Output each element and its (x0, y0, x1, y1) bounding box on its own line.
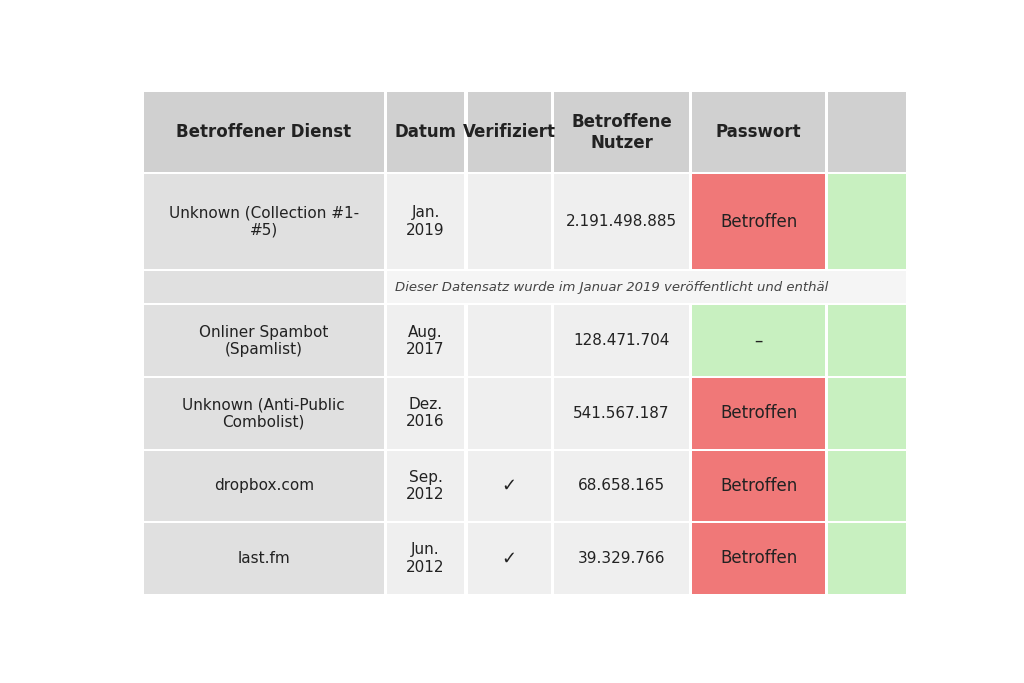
Bar (387, 523, 464, 594)
Bar (387, 378, 464, 449)
Bar (387, 305, 464, 376)
Bar (468, 92, 551, 172)
Text: Betroffen: Betroffen (720, 477, 798, 495)
Text: Jan.
2019: Jan. 2019 (407, 206, 444, 238)
Text: Betroffen: Betroffen (720, 549, 798, 568)
Bar (554, 92, 689, 172)
Text: Jun.
2012: Jun. 2012 (407, 542, 444, 574)
Bar (468, 451, 551, 521)
Bar (143, 523, 384, 594)
Text: Verifiziert: Verifiziert (463, 123, 556, 141)
Bar (554, 523, 689, 594)
Text: Betroffen: Betroffen (720, 212, 798, 231)
Bar (468, 523, 551, 594)
Bar (828, 378, 905, 449)
Text: Betroffen: Betroffen (720, 404, 798, 422)
Bar (554, 378, 689, 449)
Bar (828, 451, 905, 521)
Text: 39.329.766: 39.329.766 (578, 551, 666, 566)
Bar (468, 378, 551, 449)
Bar (828, 92, 905, 172)
Text: Onliner Spambot
(Spamlist): Onliner Spambot (Spamlist) (199, 324, 329, 357)
Bar (554, 174, 689, 269)
Text: Unknown (Collection #1-
#5): Unknown (Collection #1- #5) (169, 206, 358, 238)
Text: Betroffener Dienst: Betroffener Dienst (176, 123, 351, 141)
Text: 2.191.498.885: 2.191.498.885 (566, 214, 677, 229)
Bar (828, 305, 905, 376)
Bar (387, 174, 464, 269)
Bar (143, 305, 384, 376)
Bar (468, 305, 551, 376)
Text: ✓: ✓ (502, 477, 517, 495)
Text: dropbox.com: dropbox.com (214, 478, 313, 493)
Bar (692, 378, 825, 449)
Bar (554, 305, 689, 376)
Bar (143, 451, 384, 521)
Bar (828, 523, 905, 594)
Text: Passwort: Passwort (716, 123, 802, 141)
Bar (143, 271, 384, 303)
Text: ✓: ✓ (502, 549, 517, 568)
Bar (692, 523, 825, 594)
Bar (828, 174, 905, 269)
Text: Dieser Datensatz wurde im Januar 2019 veröffentlicht und enthäl: Dieser Datensatz wurde im Januar 2019 ve… (394, 281, 828, 294)
Bar (143, 378, 384, 449)
Bar (387, 92, 464, 172)
Bar (387, 451, 464, 521)
Bar (468, 174, 551, 269)
Bar (692, 92, 825, 172)
Text: Sep.
2012: Sep. 2012 (407, 470, 444, 502)
Text: Betroffene
Nutzer: Betroffene Nutzer (571, 113, 672, 152)
Text: 128.471.704: 128.471.704 (573, 333, 670, 348)
Bar (143, 92, 384, 172)
Text: Unknown (Anti-Public
Combolist): Unknown (Anti-Public Combolist) (182, 397, 345, 430)
Bar (143, 174, 384, 269)
Bar (692, 305, 825, 376)
Text: 68.658.165: 68.658.165 (578, 478, 666, 493)
Bar (387, 271, 905, 303)
Bar (692, 451, 825, 521)
Text: Aug.
2017: Aug. 2017 (407, 324, 444, 357)
Text: last.fm: last.fm (238, 551, 290, 566)
Bar (554, 451, 689, 521)
Bar (692, 174, 825, 269)
Text: Datum: Datum (394, 123, 457, 141)
Text: –: – (755, 332, 763, 350)
Text: 541.567.187: 541.567.187 (573, 406, 670, 421)
Text: Dez.
2016: Dez. 2016 (407, 397, 444, 430)
